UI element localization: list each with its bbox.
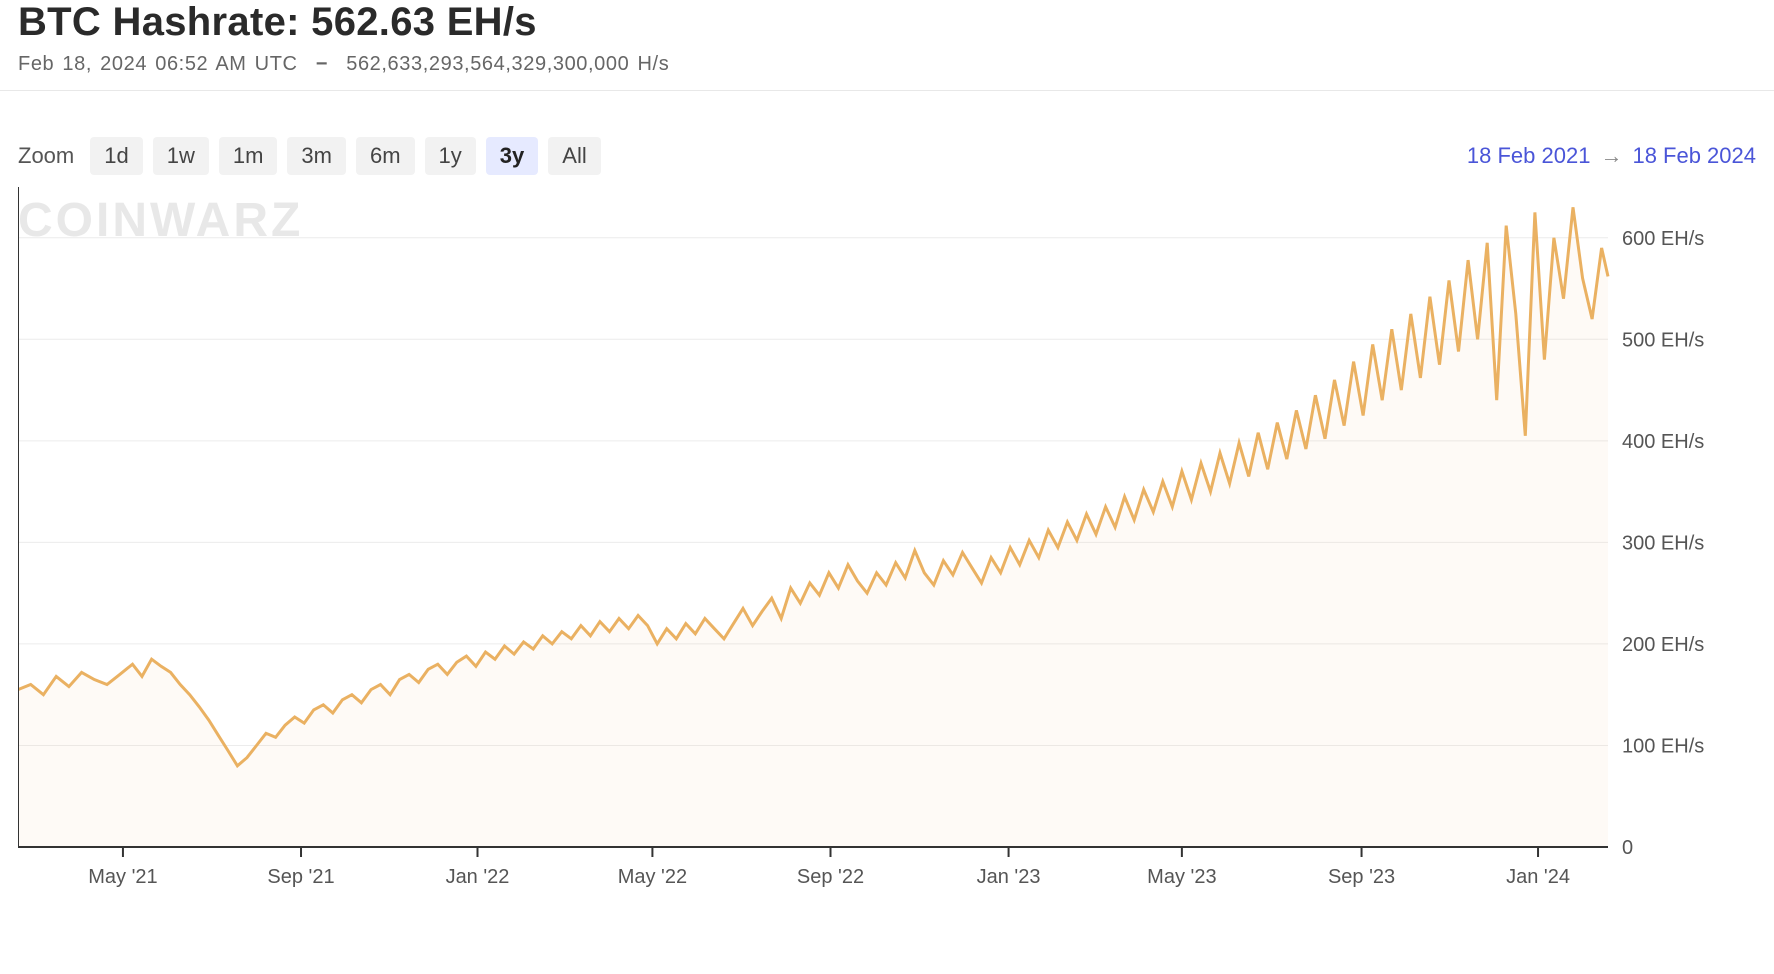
date-from[interactable]: 18 Feb 2021 (1467, 143, 1591, 169)
y-tick-label: 100 EH/s (1622, 735, 1704, 757)
zoom-btn-1w[interactable]: 1w (153, 137, 209, 175)
y-tick-label: 300 EH/s (1622, 532, 1704, 554)
zoom-btn-1m[interactable]: 1m (219, 137, 278, 175)
y-tick-label: 600 EH/s (1622, 228, 1704, 250)
zoom-btn-all[interactable]: All (548, 137, 600, 175)
date-to[interactable]: 18 Feb 2024 (1632, 143, 1756, 169)
chart-controls: Zoom 1d 1w 1m3m 6m 1y 3y All 18 Feb 2021 → 18 … (0, 91, 1774, 179)
chart-header: BTC Hashrate: 562.63 EH/s Feb 18, 2024 0… (0, 0, 1774, 91)
x-tick-label: Jan '24 (1506, 866, 1570, 888)
timestamp: Feb 18, 2024 06:52 AM UTC (18, 53, 298, 75)
raw-hashrate: 562,633,293,564,329,300,000 H/s (346, 53, 669, 75)
chart-title: BTC Hashrate: 562.63 EH/s (18, 0, 1756, 45)
y-tick-label: 200 EH/s (1622, 634, 1704, 656)
zoom-group: Zoom 1d 1w 1m3m 6m 1y 3y All (18, 137, 601, 175)
chart-area: CoinWarz 0100 EH/s200 EH/s300 EH/s400 EH… (18, 187, 1756, 907)
zoom-btn-3y[interactable]: 3y (486, 137, 538, 175)
date-range: 18 Feb 2021 → 18 Feb 2024 (1467, 143, 1756, 169)
zoom-btn-1y[interactable]: 1y (425, 137, 476, 175)
zoom-label: Zoom (18, 143, 74, 169)
x-tick-label: Jan '22 (446, 866, 510, 888)
x-tick-label: May '23 (1147, 866, 1216, 888)
x-tick-label: May '21 (88, 866, 157, 888)
hashrate-chart[interactable]: 0 100 EH/s 200 EH/s 300 EH/s 400 EH/s 500 EH/… (18, 187, 1756, 907)
y-tick-label: 0 (1622, 837, 1633, 859)
chart-subtitle: Feb 18, 2024 06:52 AM UTC − 562,633,293,… (18, 53, 1756, 76)
x-tick-label: Sep '22 (797, 866, 864, 888)
x-tick-label: Sep '21 (267, 866, 334, 888)
y-tick-label: 400 EH/s (1622, 431, 1704, 453)
zoom-btn-3m[interactable]: 3m (287, 137, 346, 175)
zoom-btn-1d[interactable]: 1d (90, 137, 142, 175)
arrow-icon: → (1600, 143, 1622, 169)
zoom-btn-6m[interactable]: 6m (356, 137, 415, 175)
x-tick-label: Jan '23 (977, 866, 1041, 888)
y-tick-label: 500 EH/s (1622, 329, 1704, 351)
x-tick-label: May '22 (618, 866, 687, 888)
series-area (18, 207, 1608, 847)
x-tick-label: Sep '23 (1328, 866, 1395, 888)
dash-separator: − (316, 53, 328, 75)
